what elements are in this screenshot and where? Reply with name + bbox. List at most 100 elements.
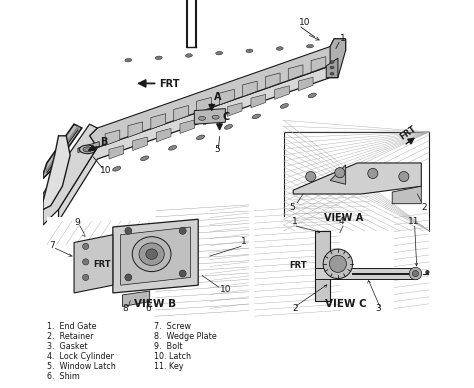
- Polygon shape: [204, 111, 219, 125]
- Text: VIEW B: VIEW B: [135, 298, 177, 308]
- Circle shape: [82, 259, 89, 265]
- Polygon shape: [293, 163, 421, 194]
- Text: FRT: FRT: [290, 262, 307, 270]
- Polygon shape: [315, 268, 418, 279]
- Circle shape: [409, 267, 422, 280]
- Text: 4: 4: [339, 217, 345, 226]
- Circle shape: [179, 270, 186, 277]
- Ellipse shape: [308, 93, 316, 98]
- Ellipse shape: [280, 104, 288, 108]
- Polygon shape: [265, 73, 280, 88]
- Text: 5: 5: [214, 146, 219, 154]
- Text: 2: 2: [421, 203, 427, 211]
- Text: 8: 8: [123, 304, 128, 313]
- Text: 1: 1: [292, 217, 298, 226]
- Text: 2: 2: [292, 304, 298, 313]
- Ellipse shape: [169, 146, 177, 150]
- Text: 5.  Window Latch: 5. Window Latch: [47, 362, 116, 371]
- Text: 11: 11: [408, 217, 419, 226]
- Circle shape: [125, 227, 132, 234]
- Polygon shape: [311, 57, 326, 72]
- Polygon shape: [330, 165, 346, 184]
- Polygon shape: [133, 137, 147, 151]
- Text: 10: 10: [219, 285, 231, 294]
- Polygon shape: [43, 136, 70, 210]
- Text: 7.  Screw: 7. Screw: [154, 322, 191, 331]
- Ellipse shape: [113, 166, 121, 171]
- Circle shape: [82, 243, 89, 249]
- Polygon shape: [219, 89, 234, 105]
- Polygon shape: [180, 120, 195, 133]
- Circle shape: [329, 255, 346, 272]
- Text: ●: ●: [425, 269, 430, 274]
- Text: B: B: [100, 137, 108, 147]
- Ellipse shape: [330, 66, 334, 69]
- Text: VIEW C: VIEW C: [325, 298, 366, 308]
- Text: 9.  Bolt: 9. Bolt: [154, 342, 182, 351]
- Polygon shape: [298, 77, 313, 91]
- Bar: [283, 132, 429, 231]
- Polygon shape: [228, 103, 242, 116]
- Polygon shape: [128, 122, 143, 137]
- Ellipse shape: [141, 156, 149, 161]
- Polygon shape: [43, 124, 97, 225]
- Polygon shape: [43, 124, 82, 178]
- Text: 6: 6: [146, 304, 152, 313]
- Text: 9: 9: [74, 218, 80, 227]
- Polygon shape: [113, 219, 198, 293]
- Ellipse shape: [132, 237, 171, 272]
- Polygon shape: [156, 128, 171, 142]
- Polygon shape: [326, 58, 338, 78]
- Circle shape: [368, 168, 378, 178]
- Circle shape: [335, 168, 345, 178]
- Ellipse shape: [185, 54, 192, 57]
- Circle shape: [82, 274, 89, 281]
- Ellipse shape: [276, 47, 283, 50]
- Ellipse shape: [83, 147, 92, 152]
- Text: 1.  End Gate: 1. End Gate: [47, 322, 96, 331]
- Ellipse shape: [155, 56, 162, 60]
- Ellipse shape: [224, 125, 233, 129]
- Polygon shape: [78, 142, 99, 152]
- Ellipse shape: [330, 72, 334, 75]
- Text: A: A: [214, 92, 221, 102]
- Ellipse shape: [252, 114, 261, 119]
- Text: 4.  Lock Cylinder: 4. Lock Cylinder: [47, 352, 114, 361]
- Polygon shape: [330, 39, 346, 78]
- Text: 11. Key: 11. Key: [154, 362, 183, 371]
- Bar: [255, 217, 429, 316]
- Polygon shape: [197, 97, 211, 113]
- Text: 3.  Gasket: 3. Gasket: [47, 342, 87, 351]
- Ellipse shape: [80, 145, 96, 154]
- Polygon shape: [315, 231, 330, 301]
- Circle shape: [179, 227, 186, 234]
- Text: FRT: FRT: [398, 124, 418, 142]
- Polygon shape: [242, 81, 257, 97]
- Text: 6.  Shim: 6. Shim: [47, 372, 80, 381]
- Ellipse shape: [199, 116, 206, 120]
- Polygon shape: [251, 94, 266, 108]
- Circle shape: [125, 274, 132, 281]
- Circle shape: [323, 249, 353, 279]
- Polygon shape: [174, 106, 189, 121]
- Text: FRT: FRT: [93, 260, 111, 268]
- Text: VIEW A: VIEW A: [324, 213, 364, 223]
- Circle shape: [306, 171, 316, 182]
- Polygon shape: [58, 66, 338, 221]
- Bar: [47, 217, 249, 316]
- Ellipse shape: [307, 44, 313, 48]
- Text: 1: 1: [340, 34, 346, 43]
- Polygon shape: [288, 65, 303, 80]
- Text: 5: 5: [290, 203, 295, 211]
- Polygon shape: [392, 186, 421, 204]
- Text: 1: 1: [241, 237, 246, 246]
- Polygon shape: [120, 227, 191, 285]
- Text: 10: 10: [100, 166, 112, 175]
- Polygon shape: [109, 146, 124, 159]
- Circle shape: [412, 270, 419, 277]
- Polygon shape: [105, 130, 120, 146]
- Ellipse shape: [139, 243, 164, 265]
- Text: 3: 3: [376, 304, 382, 313]
- Text: 8.  Wedge Plate: 8. Wedge Plate: [154, 332, 216, 341]
- Polygon shape: [74, 235, 113, 293]
